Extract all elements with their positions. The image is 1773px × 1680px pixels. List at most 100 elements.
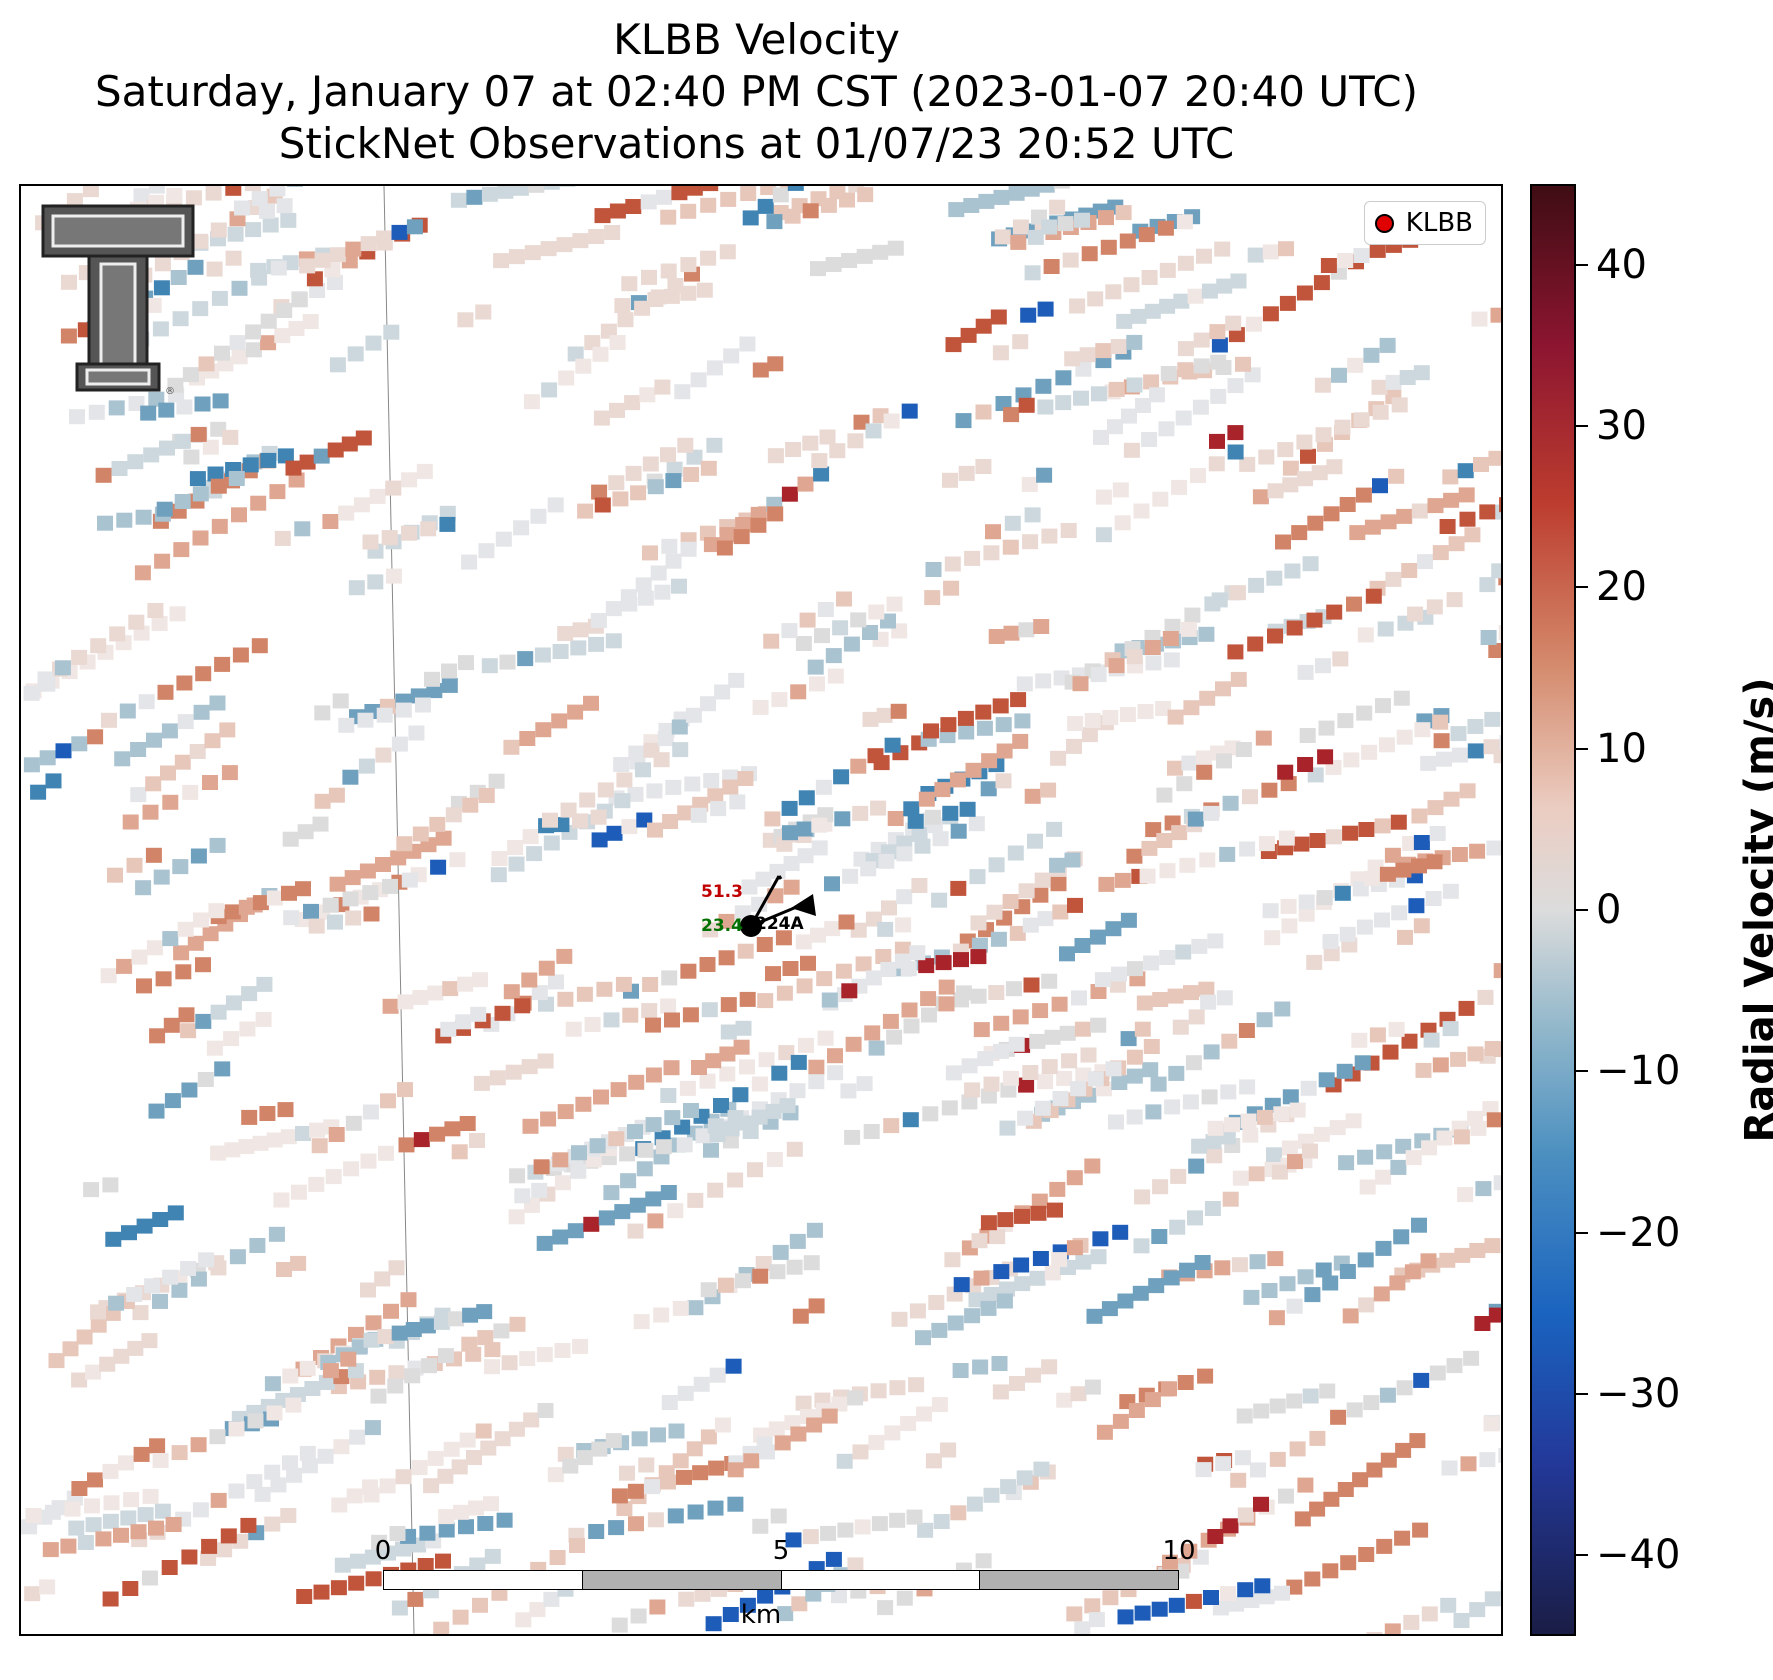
velocity-cell xyxy=(612,491,629,507)
velocity-cell xyxy=(412,826,429,842)
velocity-cell xyxy=(462,1307,479,1323)
velocity-cell xyxy=(1274,1001,1291,1017)
velocity-cell xyxy=(442,981,459,997)
velocity-cell xyxy=(1195,750,1212,766)
velocity-cell xyxy=(1469,1243,1486,1258)
velocity-cell xyxy=(1302,1143,1318,1159)
velocity-cell xyxy=(784,208,801,224)
velocity-cell xyxy=(309,1122,326,1138)
velocity-cell xyxy=(660,1185,677,1200)
velocity-cell xyxy=(609,335,626,350)
velocity-cell xyxy=(590,613,607,628)
velocity-cell xyxy=(480,1440,497,1456)
velocity-cell xyxy=(1235,356,1251,372)
velocity-cell xyxy=(763,633,780,649)
velocity-cell xyxy=(903,801,920,817)
velocity-cell xyxy=(1277,442,1294,458)
velocity-cell xyxy=(958,724,975,740)
velocity-cell xyxy=(210,1260,227,1276)
velocity-cell xyxy=(771,692,788,708)
velocity-cell xyxy=(210,1004,227,1020)
velocity-cell xyxy=(1003,625,1020,641)
velocity-cell xyxy=(1253,1496,1269,1512)
velocity-cell xyxy=(1411,808,1428,824)
velocity-cell xyxy=(934,782,951,798)
velocity-cell xyxy=(775,930,792,946)
velocity-cell xyxy=(1070,1081,1087,1097)
velocity-cell xyxy=(1126,1109,1143,1125)
velocity-cell xyxy=(1010,234,1027,250)
velocity-cell xyxy=(557,1104,574,1120)
velocity-cell xyxy=(771,1065,788,1081)
velocity-cell xyxy=(950,880,967,896)
velocity-cell xyxy=(83,1182,100,1198)
velocity-cell xyxy=(113,1527,129,1543)
velocity-cell xyxy=(890,703,907,719)
velocity-cell xyxy=(1133,503,1150,519)
velocity-cell xyxy=(614,1204,631,1220)
velocity-cell xyxy=(508,856,525,872)
velocity-cell xyxy=(1084,1598,1101,1614)
velocity-cell xyxy=(1086,1308,1103,1324)
velocity-cell xyxy=(1152,992,1169,1007)
velocity-cell xyxy=(276,1262,292,1277)
velocity-cell xyxy=(1203,805,1220,821)
velocity-cell xyxy=(209,1429,226,1445)
velocity-cell xyxy=(1237,1582,1254,1598)
velocity-cell xyxy=(752,699,769,715)
velocity-cell xyxy=(1064,351,1081,367)
velocity-cell xyxy=(1143,1039,1160,1054)
velocity-cell xyxy=(680,963,697,979)
velocity-cell xyxy=(978,193,995,209)
velocity-cell xyxy=(795,934,812,950)
velocity-cell xyxy=(695,1128,712,1144)
velocity-cell xyxy=(1036,467,1053,483)
velocity-cell xyxy=(856,1076,873,1092)
velocity-cell xyxy=(71,649,88,665)
velocity-cell xyxy=(924,590,941,606)
velocity-cell xyxy=(964,550,981,566)
velocity-cell xyxy=(1057,216,1074,232)
velocity-cell xyxy=(208,903,225,919)
velocity-cell xyxy=(1007,845,1024,861)
velocity-cell xyxy=(1486,840,1501,856)
velocity-cell xyxy=(718,950,735,966)
velocity-cell xyxy=(671,719,688,735)
velocity-cell xyxy=(190,1437,207,1453)
velocity-cell xyxy=(642,456,659,472)
velocity-cell xyxy=(381,530,398,546)
velocity-cell xyxy=(862,625,878,640)
velocity-cell xyxy=(692,1465,709,1481)
velocity-cell xyxy=(1479,504,1496,520)
velocity-cell xyxy=(1375,698,1391,714)
colorbar-tick xyxy=(1576,1554,1588,1557)
velocity-cell xyxy=(1102,710,1119,725)
velocity-cell xyxy=(886,596,903,612)
velocity-cell xyxy=(1365,588,1382,604)
velocity-cell xyxy=(709,1367,726,1383)
velocity-cell xyxy=(1029,1033,1046,1049)
velocity-cell xyxy=(283,910,300,926)
velocity-cell xyxy=(1016,676,1033,692)
velocity-cell xyxy=(1216,990,1233,1006)
velocity-cell xyxy=(1484,1591,1501,1607)
velocity-cell xyxy=(802,435,819,451)
velocity-cell xyxy=(468,1500,484,1516)
velocity-cell xyxy=(714,1417,731,1433)
velocity-cell xyxy=(1262,244,1279,260)
velocity-cell xyxy=(1110,339,1127,354)
velocity-cell xyxy=(1284,563,1301,579)
velocity-cell xyxy=(593,1089,609,1105)
velocity-cell xyxy=(847,1557,864,1573)
velocity-cell xyxy=(198,356,215,372)
velocity-cell xyxy=(1252,489,1269,505)
velocity-cell xyxy=(844,1129,861,1145)
velocity-cell xyxy=(1363,1395,1380,1411)
velocity-cell xyxy=(1183,985,1199,1001)
velocity-cell xyxy=(1267,1251,1284,1267)
velocity-cell xyxy=(1489,1307,1501,1323)
velocity-cell xyxy=(522,1118,539,1134)
velocity-cell xyxy=(90,1317,107,1333)
velocity-cell xyxy=(266,890,283,906)
county-border xyxy=(383,186,415,1634)
